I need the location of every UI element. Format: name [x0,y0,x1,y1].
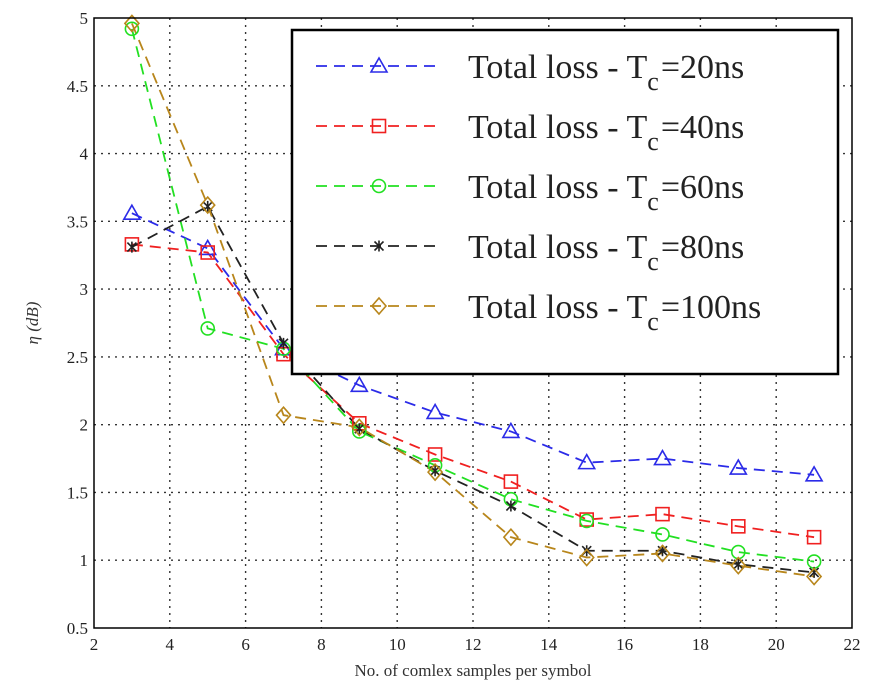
legend-swatch-marker [369,56,389,73]
data-point [577,453,597,470]
x-axis-label: No. of comlex samples per symbol [354,661,591,680]
data-point [200,321,215,336]
data-point [579,513,595,529]
data-point [730,519,746,534]
legend-entry-label: Total loss - Tc=60ns [468,169,744,216]
data-point [200,245,215,260]
data-point [501,421,521,439]
y-axis-label: η (dB) [23,301,42,344]
legend-swatch-marker [370,296,388,316]
data-point [425,402,445,420]
data-point [653,448,672,466]
x-tick-label: 14 [540,635,558,654]
y-tick-label: 4.5 [67,77,88,96]
data-point [198,238,218,256]
data-point [351,418,368,437]
data-point [124,21,140,37]
y-tick-label: 5 [80,9,89,28]
data-point [199,195,216,215]
y-tick-label: 3.5 [67,212,88,231]
data-point [806,529,822,545]
y-tick-label: 2 [80,416,89,435]
series-line-0 [131,212,815,476]
data-point [655,506,670,522]
data-point [349,375,369,393]
data-point [806,567,823,586]
x-tick-label: 6 [241,635,250,654]
y-tick-label: 1.5 [67,483,88,502]
data-point [505,500,516,512]
series-lines [131,23,815,578]
plot-frame [93,17,853,629]
series-line-1 [131,243,815,539]
legend-swatch-marker [371,178,387,194]
legend-entry-label: Total loss - Tc=100ns [468,289,761,336]
x-tick-label: 18 [692,635,709,654]
x-tick-label: 10 [389,635,406,654]
data-point [502,527,519,547]
y-tick-labels: 0.5 1 1.5 2 2.5 3 3.5 4 4.5 5 [67,9,89,638]
y-tick-label: 3 [80,280,89,299]
data-point [427,462,444,482]
x-tick-label: 8 [317,635,326,654]
x-tick-label: 2 [90,635,99,654]
legend-entry-label: Total loss - Tc=80ns [468,229,744,276]
legend-entry-label: Total loss - Tc=40ns [468,109,744,156]
series-line-3 [131,205,815,574]
data-point [123,14,140,33]
x-tick-label: 22 [844,635,861,654]
x-tick-label: 20 [768,635,785,654]
data-point [655,527,670,542]
series-line-2 [131,28,815,563]
data-point [278,337,289,349]
x-tick-label: 4 [166,635,175,654]
x-tick-label: 16 [616,635,633,654]
y-tick-label: 0.5 [67,619,88,638]
series-line-4 [131,23,815,578]
data-point [804,465,824,482]
y-tick-label: 4 [80,145,89,164]
data-point [578,548,595,567]
x-tick-label: 12 [465,635,482,654]
data-point [275,405,292,425]
data-point [126,241,137,253]
data-point [122,203,142,220]
legend-swatch-marker [373,240,385,252]
data-point [427,447,443,462]
series-markers [122,14,824,586]
data-point [728,458,748,475]
y-tick-label: 1 [80,551,89,570]
data-point [654,544,671,563]
legend: Total loss - Tc=20ns Total loss - Tc=40ns… [290,28,840,376]
legend-swatch-marker [371,118,387,134]
legend-entry-label: Total loss - Tc=20ns [468,49,744,96]
data-point [730,556,747,575]
data-point [503,474,519,489]
legend-box [290,28,840,376]
x-tick-labels: 2 4 6 8 10 12 14 16 18 20 22 [90,635,861,654]
y-tick-label: 2.5 [67,348,88,367]
